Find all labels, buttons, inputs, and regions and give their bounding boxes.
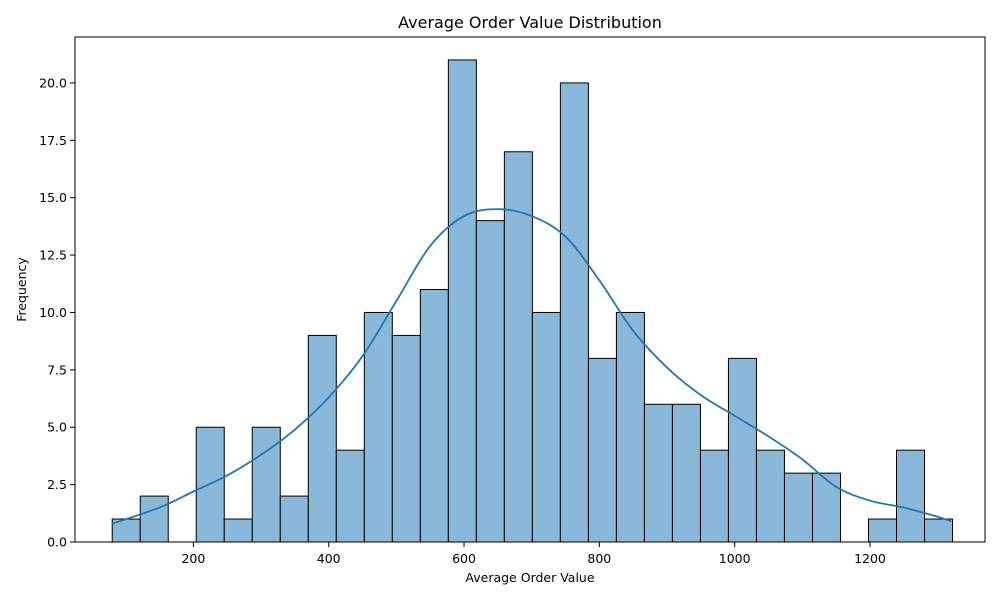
y-tick-label: 17.5 [39, 133, 67, 148]
kde-curve [111, 208, 952, 525]
y-tick-label: 10.0 [39, 305, 67, 320]
chart-title: Average Order Value Distribution [398, 13, 662, 32]
x-tick-label: 1200 [854, 551, 886, 566]
histogram-bar [811, 472, 841, 543]
histogram-bar [251, 426, 281, 543]
histogram-bar [307, 334, 337, 543]
histogram-bar [896, 449, 926, 543]
histogram-bar [363, 311, 393, 543]
histogram-bar [475, 220, 505, 543]
x-tick-label: 400 [317, 551, 341, 566]
y-tick-label: 0.0 [47, 535, 67, 550]
x-tick-label: 200 [181, 551, 205, 566]
histogram-bar [531, 311, 561, 543]
y-axis-ticks: 0.0 2.5 5.0 7.5 10.0 12.5 15.0 17.5 20.0 [39, 75, 75, 550]
histogram-bar [615, 311, 645, 543]
x-axis-ticks: 200 400 600 800 1000 1200 [181, 542, 886, 566]
bars-group [111, 59, 954, 543]
histogram-bar [391, 334, 421, 543]
histogram-bar [924, 518, 954, 543]
y-tick-label: 15.0 [39, 190, 67, 205]
x-tick-label: 800 [587, 551, 611, 566]
y-tick-label: 5.0 [47, 420, 67, 435]
histogram-bar [727, 357, 757, 543]
plot-frame [74, 36, 986, 543]
histogram-bar [279, 495, 309, 543]
histogram-bar [559, 82, 589, 543]
histogram-bar [223, 518, 253, 543]
histogram-bar [587, 357, 617, 543]
histogram-bar [503, 151, 533, 543]
histogram-bar [699, 449, 729, 543]
y-axis-label: Frequency [14, 257, 29, 322]
y-tick-label: 12.5 [39, 248, 67, 263]
histogram-bar [867, 518, 898, 543]
histogram-bar [447, 59, 477, 543]
histogram-bar [671, 403, 701, 543]
x-tick-label: 600 [452, 551, 476, 566]
y-tick-label: 2.5 [47, 477, 67, 492]
y-tick-label: 7.5 [47, 362, 67, 377]
histogram-bar [419, 289, 449, 543]
x-tick-label: 1000 [719, 551, 751, 566]
histogram-bar [139, 495, 169, 543]
histogram-bar [335, 449, 365, 543]
x-axis-label: Average Order Value [465, 570, 594, 585]
histogram-bar [755, 449, 785, 543]
histogram-bar [783, 472, 813, 543]
y-tick-label: 20.0 [39, 75, 67, 90]
histogram-bar [643, 403, 673, 543]
